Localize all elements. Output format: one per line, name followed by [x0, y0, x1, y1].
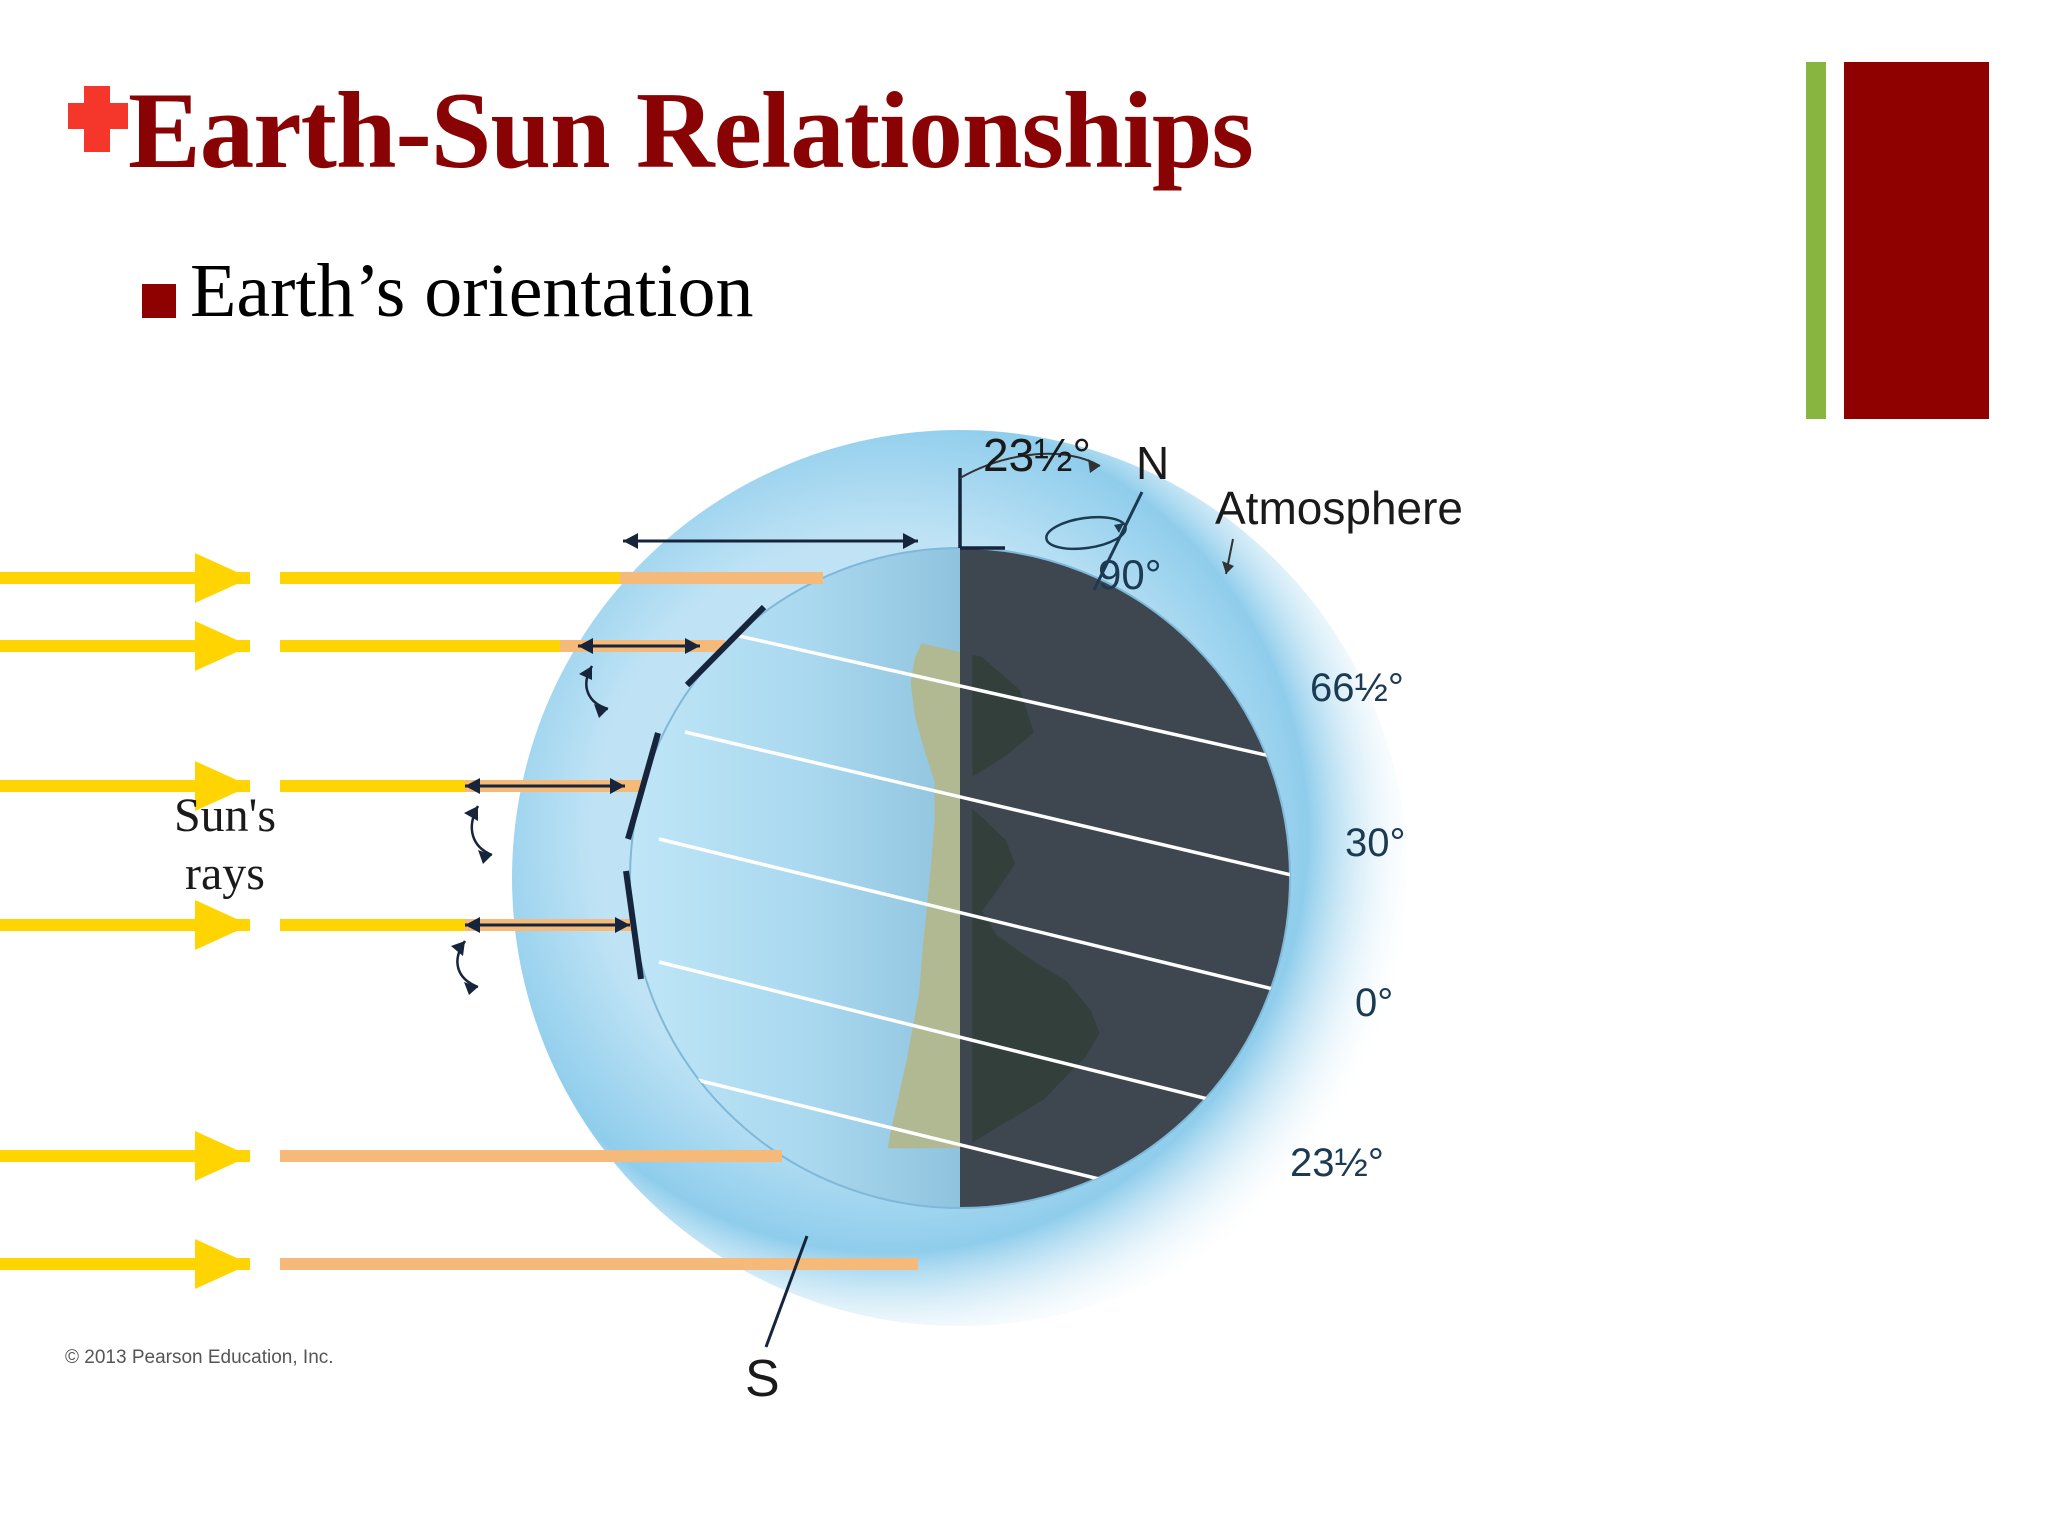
svg-text:66½°: 66½°	[1310, 666, 1404, 710]
svg-text:30°: 30°	[1345, 821, 1406, 865]
svg-text:Atmosphere: Atmosphere	[1215, 482, 1463, 534]
svg-text:S: S	[745, 1350, 780, 1408]
svg-text:N: N	[1136, 437, 1169, 489]
svg-text:90°: 90°	[1098, 551, 1162, 598]
svg-text:rays: rays	[185, 847, 265, 900]
svg-text:23½°: 23½°	[983, 429, 1091, 481]
svg-text:Sun's: Sun's	[174, 789, 276, 842]
svg-text:0°: 0°	[1355, 981, 1393, 1025]
svg-text:23½°: 23½°	[1290, 1141, 1384, 1185]
svg-text:© 2013 Pearson Education, Inc.: © 2013 Pearson Education, Inc.	[65, 1347, 334, 1368]
